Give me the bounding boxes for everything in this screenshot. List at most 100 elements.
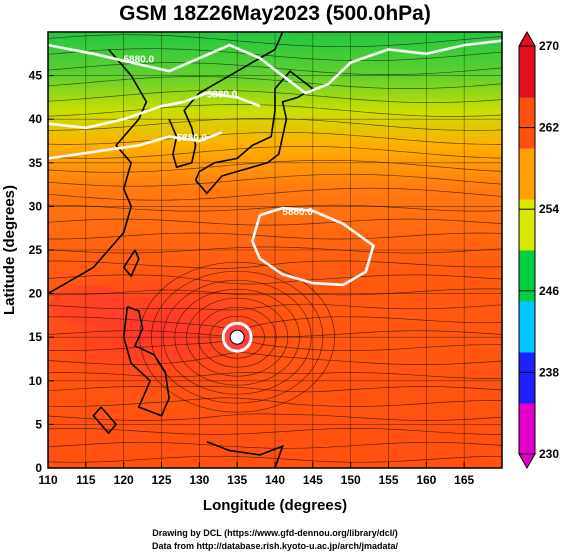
y-tick-label: 15 [29, 330, 43, 344]
typhoon-streamline [186, 297, 289, 377]
colorbar-tick-label: 254 [539, 202, 559, 216]
typhoon-eye [229, 329, 245, 345]
coastlines [48, 32, 315, 468]
y-tick-label: 20 [29, 287, 43, 301]
y-tick-label: 0 [35, 461, 42, 475]
colorbar-segment [519, 301, 535, 353]
y-tick-label: 35 [29, 156, 43, 170]
credit-line-1: Drawing by DCL (https://www.gfd-dennou.o… [152, 528, 398, 538]
contour-label: 5880.0 [176, 133, 207, 144]
credit-line-2: Data from http://database.rish.kyoto-u.a… [152, 541, 399, 551]
colorbar-segment [519, 148, 535, 200]
colorbar-tick-label: 262 [539, 121, 559, 135]
y-tick-label: 30 [29, 199, 43, 213]
contour-5880 [48, 39, 502, 95]
x-axis: 110 115 120 125 130 135 140 145 150 155 160 165 [38, 462, 474, 487]
colorbar-segment [519, 97, 535, 149]
streamline [48, 441, 502, 449]
colorbar: 230 238 246 254 262 270 [518, 30, 559, 470]
colorbar-segment [519, 199, 535, 251]
x-tick-label: 120 [114, 473, 134, 487]
streamline [48, 159, 502, 173]
colorbar-tick-label: 230 [539, 447, 559, 461]
y-tick-label: 5 [35, 417, 42, 431]
warm-anomaly-region [48, 265, 300, 395]
streamline [48, 76, 502, 89]
x-tick-label: 150 [341, 473, 361, 487]
x-tick-label: 160 [416, 473, 436, 487]
typhoon-streamline [151, 270, 324, 404]
streamline [48, 34, 502, 48]
coastline [194, 70, 315, 195]
coastline [206, 441, 284, 468]
plot-area: 5880.0 5880.0 5880.0 5880.0 [47, 31, 503, 469]
streamline [48, 372, 502, 379]
streamline [48, 218, 502, 226]
colorbar-segment [519, 250, 535, 302]
height-contours [48, 39, 502, 287]
streamline [48, 204, 502, 212]
streamline [48, 48, 502, 62]
contour-label: 5880.0 [282, 207, 313, 218]
streamline [48, 246, 502, 254]
y-tick-label: 25 [29, 243, 43, 257]
y-tick-label: 10 [29, 374, 43, 388]
streamline [48, 145, 502, 159]
coastline [48, 48, 148, 295]
typhoon-streamline [197, 306, 277, 368]
x-tick-label: 165 [454, 473, 474, 487]
contour-labels: 5880.0 5880.0 5880.0 5880.0 [124, 55, 314, 219]
y-axis-label: Latitude (degrees) [1, 185, 18, 315]
colorbar-segment [519, 352, 535, 404]
x-tick-label: 110 [38, 473, 58, 487]
x-tick-label: 145 [303, 473, 323, 487]
coastline [122, 249, 140, 278]
coastline [168, 32, 284, 169]
streamline [48, 288, 502, 296]
streamline [48, 232, 502, 240]
x-tick-label: 125 [151, 473, 171, 487]
y-tick-label: 45 [29, 69, 43, 83]
streamline [48, 187, 502, 201]
contour-label: 5880.0 [124, 55, 155, 66]
streamline [48, 118, 502, 131]
streamline [48, 132, 502, 145]
y-tick-label: 40 [29, 112, 43, 126]
streamline [48, 260, 502, 269]
contour-5880 [48, 91, 261, 130]
streamline [48, 336, 502, 352]
colorbar-segment [519, 403, 535, 455]
x-tick-label: 130 [189, 473, 209, 487]
streamline [48, 352, 502, 365]
contour-5880 [250, 206, 375, 287]
colorbar-tick-label: 238 [539, 365, 559, 379]
contour-label: 5880.0 [207, 89, 238, 100]
streamline [48, 455, 502, 463]
streamline [48, 413, 502, 421]
colorbar-segment [519, 46, 535, 98]
chart-title: GSM 18Z26May2023 (500.0hPa) [119, 2, 431, 25]
streamline [48, 386, 502, 393]
colorbar-bottom-triangle [518, 453, 536, 470]
x-tick-label: 140 [265, 473, 285, 487]
coastline [122, 305, 170, 417]
colorbar-tick-label: 270 [539, 39, 559, 53]
streamline [48, 303, 502, 311]
x-tick-label: 135 [227, 473, 247, 487]
typhoon-streamline [209, 315, 265, 359]
x-tick-label: 155 [378, 473, 398, 487]
typhoon-marker [221, 321, 253, 353]
streamline [48, 316, 502, 331]
typhoon-streamline [174, 288, 300, 386]
x-axis-label: Longitude (degrees) [203, 497, 347, 514]
typhoon-streamline [162, 279, 312, 395]
x-tick-label: 115 [76, 473, 96, 487]
colorbar-top-triangle [518, 30, 536, 47]
coastline [92, 406, 118, 435]
streamline [48, 397, 502, 407]
streamline [48, 274, 502, 285]
streamline [48, 428, 502, 435]
colorbar-tick-label: 246 [539, 284, 559, 298]
y-axis: 0 5 10 15 20 25 30 35 40 45 [29, 69, 54, 475]
